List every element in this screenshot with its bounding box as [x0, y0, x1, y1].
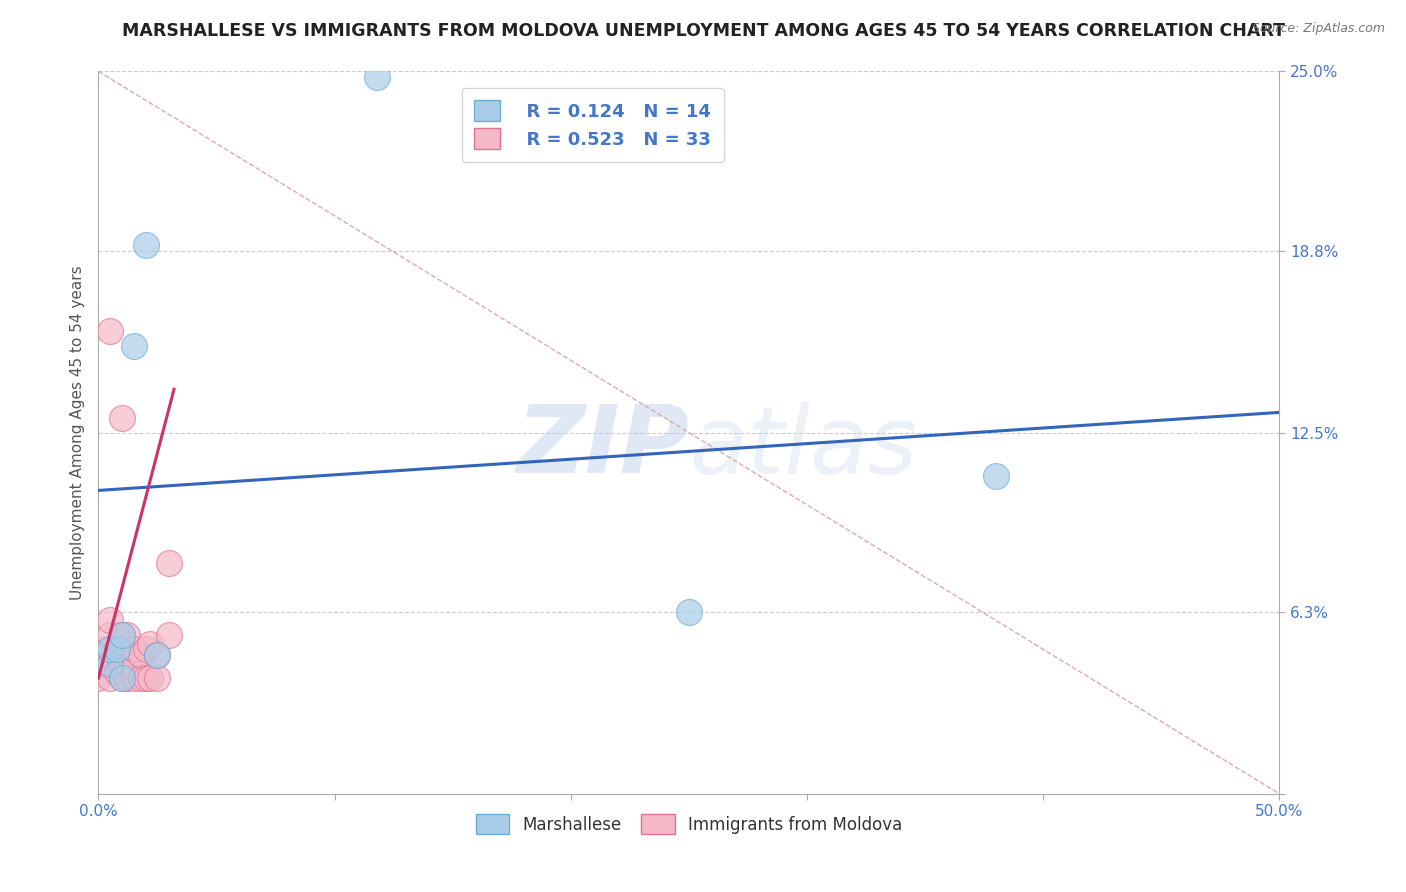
Point [98, 628, 121, 642]
Point [129, 671, 152, 685]
Point [111, 628, 134, 642]
Point [115, 657, 138, 671]
Point [105, 642, 128, 657]
Point [98, 614, 121, 628]
Y-axis label: Unemployment Among Ages 45 to 54 years: Unemployment Among Ages 45 to 54 years [69, 265, 84, 600]
Point [98, 642, 121, 657]
Point [87, 642, 110, 657]
Point [146, 648, 169, 662]
Text: Source: ZipAtlas.com: Source: ZipAtlas.com [1251, 22, 1385, 36]
Point [111, 671, 134, 685]
Point [98, 325, 121, 339]
Point [366, 70, 388, 84]
Point [87, 657, 110, 671]
Point [105, 648, 128, 662]
Point [139, 637, 162, 651]
Point [105, 665, 128, 680]
Point [122, 642, 145, 657]
Point [111, 671, 134, 685]
Point [98, 642, 121, 657]
Legend: Marshallese, Immigrants from Moldova: Marshallese, Immigrants from Moldova [463, 801, 915, 847]
Point [139, 671, 162, 685]
Point [135, 642, 157, 657]
Point [122, 659, 145, 673]
Point [87, 671, 110, 685]
Point [122, 671, 145, 685]
Point [98, 671, 121, 685]
Point [115, 671, 138, 685]
Point [105, 642, 128, 657]
Point [111, 642, 134, 657]
Text: atlas: atlas [689, 401, 917, 492]
Point [111, 411, 134, 425]
Point [122, 339, 145, 353]
Point [111, 659, 134, 673]
Point [146, 648, 169, 662]
Point [135, 237, 157, 252]
Point [146, 671, 169, 685]
Point [984, 469, 1007, 483]
Text: ZIP: ZIP [516, 401, 689, 493]
Point [98, 657, 121, 671]
Point [135, 671, 157, 685]
Point [98, 657, 121, 671]
Point [157, 556, 180, 570]
Point [157, 628, 180, 642]
Point [115, 628, 138, 642]
Point [111, 628, 134, 642]
Text: MARSHALLESE VS IMMIGRANTS FROM MOLDOVA UNEMPLOYMENT AMONG AGES 45 TO 54 YEARS CO: MARSHALLESE VS IMMIGRANTS FROM MOLDOVA U… [121, 22, 1285, 40]
Point [129, 648, 152, 662]
Point [678, 605, 700, 619]
